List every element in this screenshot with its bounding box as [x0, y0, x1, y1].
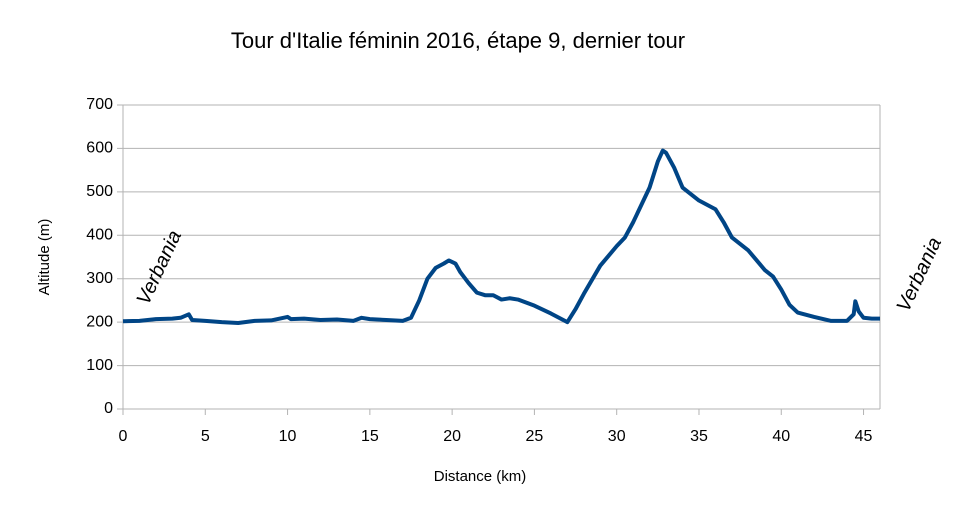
x-tick-label: 40	[772, 428, 790, 445]
y-tick-label: 700	[86, 96, 113, 113]
annotation: Verbania	[133, 227, 186, 308]
y-tick-label: 500	[86, 183, 113, 200]
y-tick-label: 300	[86, 270, 113, 287]
y-axis-title: Altitude (m)	[36, 219, 53, 296]
chart-title: Tour d'Italie féminin 2016, étape 9, der…	[231, 28, 685, 53]
x-tick-label: 15	[361, 428, 379, 445]
y-tick-label: 0	[104, 400, 113, 417]
x-tick-label: 10	[279, 428, 297, 445]
annotation: Verbania	[893, 234, 946, 315]
x-tick-label: 0	[119, 428, 128, 445]
x-axis-title: Distance (km)	[434, 468, 527, 485]
y-tick-label: 600	[86, 140, 113, 157]
line-series	[122, 148, 880, 326]
x-tick-label: 30	[608, 428, 626, 445]
x-tick-label: 5	[201, 428, 210, 445]
x-tick-label: 25	[526, 428, 544, 445]
y-tick-label: 100	[86, 357, 113, 374]
y-tick-label: 200	[86, 313, 113, 330]
x-tick-label: 45	[855, 428, 873, 445]
x-tick-label: 35	[690, 428, 708, 445]
x-tick-label: 20	[443, 428, 461, 445]
y-tick-label: 400	[86, 227, 113, 244]
